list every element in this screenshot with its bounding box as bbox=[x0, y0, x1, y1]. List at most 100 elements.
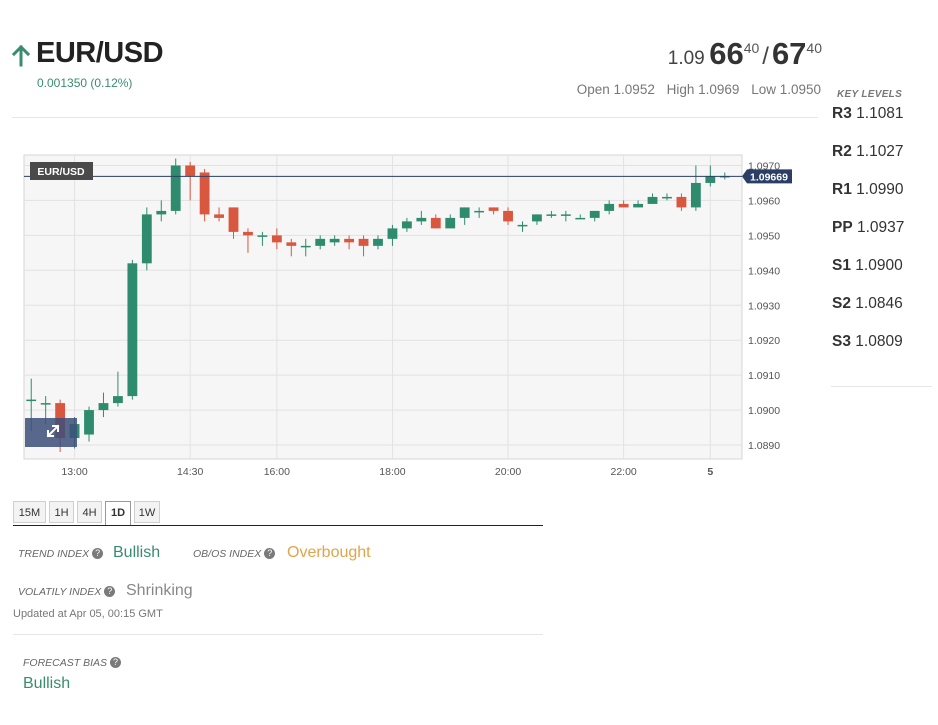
trend-index-value: Bullish bbox=[113, 544, 160, 562]
x-tick-label: 5 bbox=[707, 466, 713, 478]
candle-body bbox=[84, 410, 94, 434]
candle-body bbox=[518, 225, 528, 227]
open-value: Open 1.0952 bbox=[577, 82, 655, 97]
open-high-low: Open 1.0952 High 1.0969 Low 1.0950 bbox=[569, 82, 821, 97]
y-tick-label: 1.0890 bbox=[748, 440, 780, 452]
candle-body bbox=[445, 218, 455, 228]
key-level-value: 1.0937 bbox=[857, 219, 904, 236]
current-price-label: 1.09669 bbox=[750, 171, 788, 183]
candle-body bbox=[546, 214, 556, 216]
key-level-name: S2 bbox=[832, 295, 851, 312]
tabs-underline bbox=[13, 525, 543, 526]
y-tick-label: 1.0910 bbox=[748, 370, 780, 382]
key-levels-title: KEY LEVELS bbox=[837, 89, 902, 100]
high-value: High 1.0969 bbox=[667, 82, 740, 97]
low-value: Low 1.0950 bbox=[751, 82, 821, 97]
candle-body bbox=[200, 172, 210, 214]
quote-separator: / bbox=[762, 43, 769, 70]
arrow-up-icon bbox=[11, 44, 31, 68]
tab-4h[interactable]: 4H bbox=[77, 501, 102, 523]
forecast-bias-label: FORECAST BIAS? bbox=[23, 657, 121, 669]
candle-body bbox=[99, 403, 109, 410]
forecast-bias-text: FORECAST BIAS bbox=[23, 657, 107, 669]
volatility-index-value: Shrinking bbox=[126, 582, 193, 600]
candle bbox=[171, 158, 181, 214]
candle-body bbox=[127, 263, 137, 396]
candle-body bbox=[705, 176, 715, 183]
tab-15m[interactable]: 15M bbox=[13, 501, 46, 523]
key-level-value: 1.0846 bbox=[855, 295, 902, 312]
candle-body bbox=[677, 197, 687, 207]
price-change: 0.001350 (0.12%) bbox=[37, 76, 132, 90]
candle-body bbox=[532, 214, 542, 221]
updated-timestamp: Updated at Apr 05, 00:15 GMT bbox=[13, 608, 163, 620]
candle-body bbox=[156, 211, 166, 214]
volatility-index-text: VOLATILY INDEX bbox=[18, 586, 101, 598]
expand-button[interactable] bbox=[25, 418, 77, 447]
question-circle-icon[interactable]: ? bbox=[110, 657, 121, 668]
candle-body bbox=[330, 239, 340, 242]
candle-body bbox=[142, 214, 152, 263]
key-level-name: PP bbox=[832, 219, 853, 236]
key-level-name: R3 bbox=[832, 105, 852, 122]
candle-body bbox=[460, 207, 470, 217]
symbol-tag-label: EUR/USD bbox=[37, 166, 85, 178]
candle-body bbox=[171, 165, 181, 210]
candle-body bbox=[26, 400, 36, 402]
candle-body bbox=[286, 242, 296, 245]
ask-fraction: 40 bbox=[806, 40, 822, 56]
x-tick-label: 20:00 bbox=[495, 466, 521, 478]
y-axis: 1.09701.09601.09501.09401.09301.09201.09… bbox=[748, 160, 780, 452]
question-circle-icon[interactable]: ? bbox=[104, 586, 115, 597]
header-divider bbox=[12, 117, 818, 118]
key-level-value: 1.1081 bbox=[856, 105, 903, 122]
key-levels-divider bbox=[831, 386, 932, 387]
candle bbox=[142, 207, 152, 270]
key-level-value: 1.0990 bbox=[856, 181, 903, 198]
bid-pips: 66 bbox=[709, 36, 743, 71]
key-level-name: S1 bbox=[832, 257, 851, 274]
x-tick-label: 22:00 bbox=[610, 466, 636, 478]
pair-title: EUR/USD bbox=[36, 37, 163, 70]
tab-1h[interactable]: 1H bbox=[49, 501, 74, 523]
x-tick-label: 16:00 bbox=[264, 466, 290, 478]
candle-body bbox=[41, 403, 51, 405]
key-level-value: 1.1027 bbox=[856, 143, 903, 160]
x-tick-label: 14:30 bbox=[177, 466, 203, 478]
y-tick-label: 1.0900 bbox=[748, 405, 780, 417]
candle-body bbox=[590, 211, 600, 218]
price-chart[interactable]: 1.09701.09601.09501.09401.09301.09201.09… bbox=[0, 140, 830, 480]
candle-body bbox=[561, 214, 571, 216]
tab-1w[interactable]: 1W bbox=[134, 501, 160, 523]
y-tick-label: 1.0920 bbox=[748, 335, 780, 347]
y-tick-label: 1.0940 bbox=[748, 265, 780, 277]
candle-body bbox=[359, 239, 369, 246]
trend-index-text: TREND INDEX bbox=[18, 548, 89, 560]
candle-body bbox=[575, 218, 585, 220]
key-level-s2: S2 1.0846 bbox=[832, 295, 903, 313]
y-tick-label: 1.0950 bbox=[748, 230, 780, 242]
obos-index-label: OB/OS INDEX? bbox=[193, 548, 275, 560]
bid-prefix: 1.09 bbox=[668, 48, 705, 69]
candle-body bbox=[662, 197, 672, 199]
candle-body bbox=[503, 211, 513, 221]
question-circle-icon[interactable]: ? bbox=[92, 548, 103, 559]
candle-body bbox=[489, 207, 499, 210]
key-level-r1: R1 1.0990 bbox=[832, 181, 904, 199]
current-price-tag: 1.09669 bbox=[742, 169, 792, 183]
candle-body bbox=[619, 204, 629, 207]
question-circle-icon[interactable]: ? bbox=[264, 548, 275, 559]
candle-body bbox=[633, 204, 643, 207]
x-tick-label: 18:00 bbox=[379, 466, 405, 478]
candle-body bbox=[648, 197, 658, 204]
bid-ask-quote: 1.09 6640/6740 bbox=[668, 36, 822, 72]
tab-1d[interactable]: 1D bbox=[105, 501, 131, 526]
candle-body bbox=[113, 396, 123, 403]
key-level-name: R1 bbox=[832, 181, 852, 198]
x-axis: 13:00 14:30 16:00 18:00 20:00 22:00 5 bbox=[61, 466, 713, 478]
key-level-name: R2 bbox=[832, 143, 852, 160]
key-level-value: 1.0900 bbox=[855, 257, 902, 274]
candle-body bbox=[402, 221, 412, 228]
candle-body bbox=[229, 207, 239, 231]
obos-index-text: OB/OS INDEX bbox=[193, 548, 261, 560]
